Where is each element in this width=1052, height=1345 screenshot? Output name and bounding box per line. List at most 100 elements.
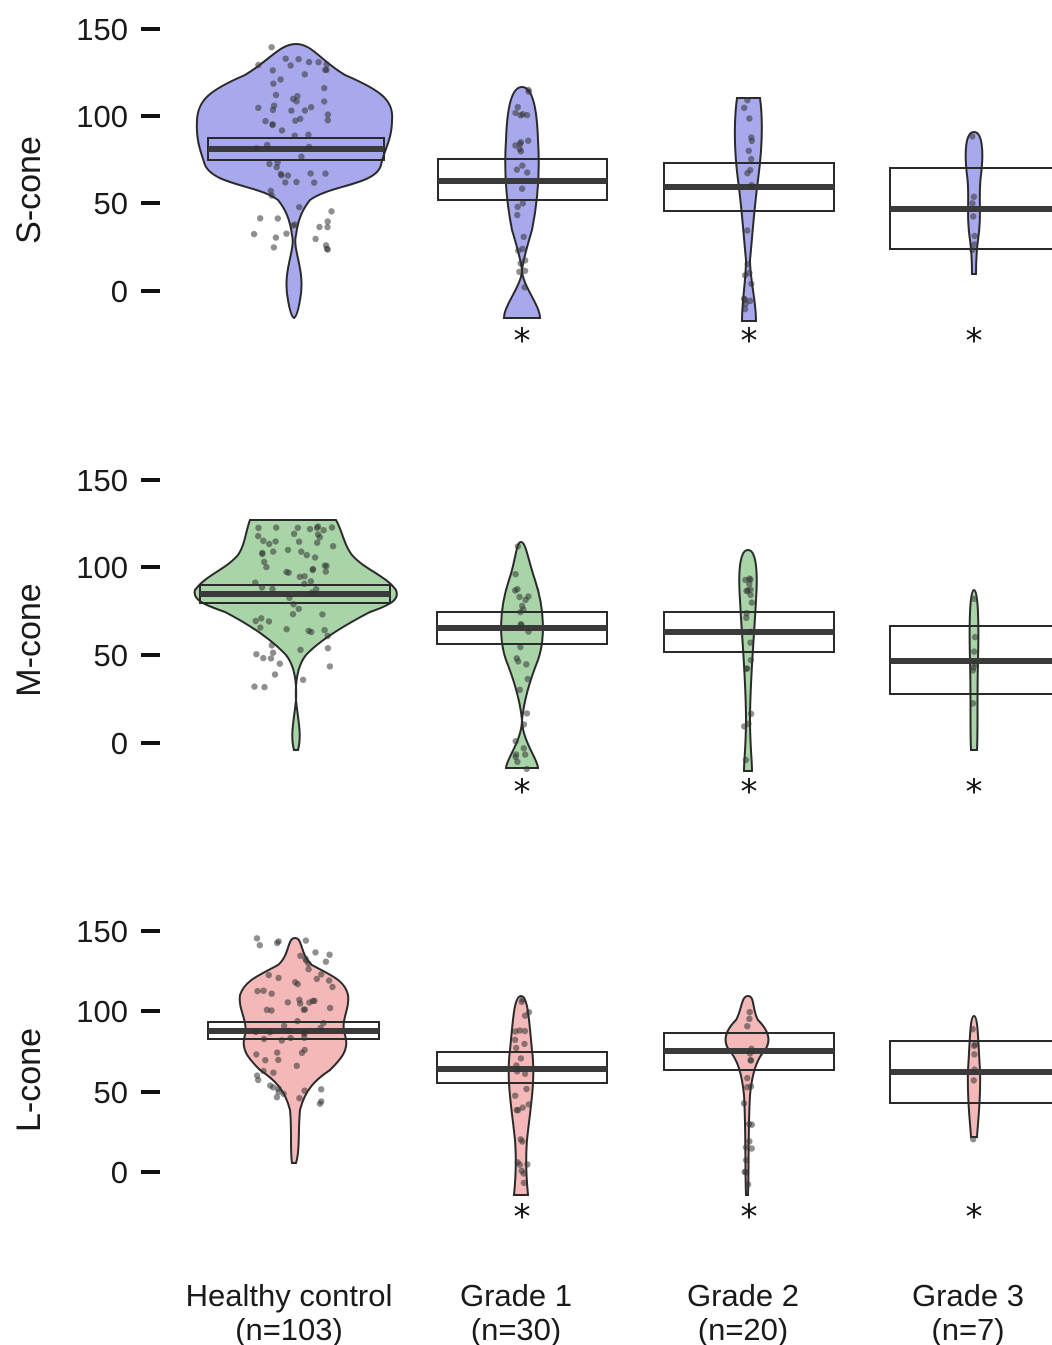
data-point	[326, 663, 334, 670]
data-point	[742, 756, 750, 764]
x-axis-labels: Healthy control (n=103) Grade 1 (n=30) G…	[186, 1278, 1024, 1345]
data-point	[266, 540, 273, 548]
data-point	[273, 164, 280, 171]
data-point	[513, 1062, 520, 1069]
data-point	[742, 300, 749, 307]
data-point	[971, 1051, 978, 1058]
data-point	[324, 645, 332, 652]
data-point	[275, 1088, 282, 1096]
data-point	[285, 1027, 292, 1035]
data-point	[321, 84, 328, 92]
data-point	[519, 996, 526, 1003]
y-tick: 0	[111, 274, 160, 309]
data-point	[265, 618, 273, 625]
data-point	[523, 1085, 530, 1093]
data-point	[971, 241, 978, 248]
data-point	[278, 172, 285, 179]
data-point	[512, 142, 519, 149]
data-point	[292, 117, 299, 124]
data-point	[514, 211, 521, 219]
data-point	[512, 738, 519, 745]
y-tick-label: 150	[76, 463, 128, 498]
y-tick-label: 150	[76, 914, 128, 949]
data-point	[296, 1095, 303, 1102]
data-point	[740, 1100, 748, 1107]
data-point	[320, 1019, 327, 1027]
data-point	[267, 655, 275, 662]
data-point	[268, 642, 275, 649]
data-point	[747, 656, 755, 664]
data-point	[744, 227, 751, 234]
data-point	[969, 133, 976, 140]
violin-grade-1	[500, 540, 544, 769]
data-point	[512, 587, 519, 594]
data-point	[329, 983, 336, 991]
y-tick-label: 100	[76, 994, 128, 1029]
violin-healthy-control	[238, 936, 350, 1164]
data-point	[274, 215, 281, 222]
data-point	[741, 104, 748, 112]
data-point	[521, 1040, 528, 1048]
data-point	[295, 56, 302, 63]
data-point	[291, 132, 298, 139]
data-point	[255, 61, 262, 69]
data-point	[511, 1036, 519, 1044]
data-point	[265, 971, 272, 979]
data-point	[277, 76, 284, 83]
data-point	[519, 111, 526, 118]
data-point	[516, 593, 523, 601]
y-tick: 150	[76, 914, 160, 949]
x-tick-label-grade-3: Grade 3	[912, 1278, 1024, 1313]
significance-marker: *	[741, 772, 758, 812]
x-tick-count-grade-3: (n=7)	[931, 1312, 1004, 1345]
data-point	[294, 524, 301, 531]
data-point	[517, 260, 524, 267]
data-point	[520, 233, 527, 240]
data-point	[517, 621, 525, 629]
data-point	[270, 244, 278, 251]
data-point	[278, 127, 286, 134]
data-point	[293, 1062, 300, 1070]
data-point	[315, 59, 322, 66]
data-point	[253, 935, 261, 942]
y-tick-label: 0	[111, 1155, 128, 1190]
data-point	[320, 527, 327, 534]
data-point	[523, 661, 530, 668]
data-point	[311, 997, 318, 1004]
data-point	[300, 1006, 307, 1013]
data-point	[746, 1015, 753, 1022]
data-point	[524, 675, 531, 683]
data-point	[513, 655, 520, 662]
x-tick-label-grade-2: Grade 2	[687, 1278, 799, 1313]
data-point	[318, 971, 325, 978]
y-tick: 50	[94, 1075, 160, 1110]
data-point	[512, 571, 519, 578]
data-point	[255, 104, 262, 112]
data-point	[517, 148, 525, 155]
data-point	[295, 538, 303, 545]
y-tick: 150	[76, 12, 160, 47]
data-point	[513, 166, 521, 173]
data-point	[324, 632, 331, 640]
data-point	[748, 1145, 755, 1152]
data-point	[521, 267, 529, 274]
data-point	[312, 235, 319, 243]
data-point	[301, 107, 309, 114]
data-point	[262, 1057, 269, 1064]
data-point	[971, 1042, 978, 1050]
data-point	[328, 524, 336, 531]
data-point	[312, 949, 319, 956]
data-point	[746, 1138, 753, 1145]
data-point	[316, 534, 323, 541]
data-point	[261, 558, 268, 566]
data-point	[282, 55, 289, 62]
data-point	[741, 305, 749, 313]
data-point	[256, 942, 263, 949]
data-point	[303, 957, 310, 964]
data-point	[969, 667, 977, 674]
data-point	[748, 1045, 755, 1053]
data-points	[250, 44, 979, 1188]
data-point	[299, 676, 307, 683]
data-point	[519, 200, 526, 207]
data-point	[297, 646, 304, 653]
